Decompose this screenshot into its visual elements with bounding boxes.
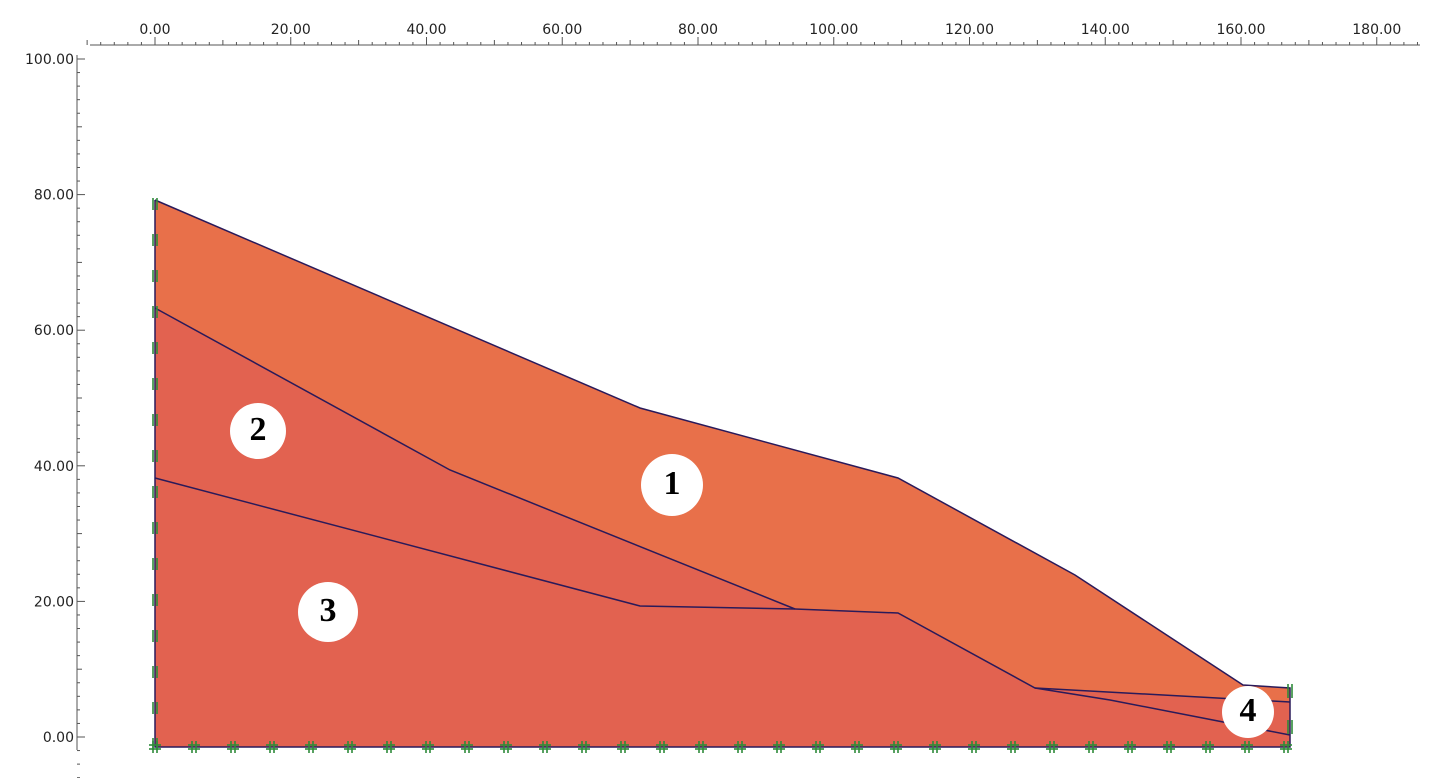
label-circle [641, 454, 703, 516]
y-tick-label: 20.00 [34, 594, 74, 610]
y-tick-label: 0.00 [43, 730, 74, 746]
label-circle [298, 582, 358, 642]
region-label: 4 [1240, 692, 1257, 729]
outer-boundary [154, 199, 1291, 748]
region-label: 2 [250, 411, 267, 448]
x-tick-label: 40.00 [406, 22, 446, 38]
x-tick-label: 0.00 [139, 22, 170, 38]
y-tick-label: 100.00 [25, 52, 74, 68]
fixities [149, 198, 1293, 753]
layer-boundary [154, 477, 1291, 736]
label-circle [1222, 686, 1274, 738]
x-tick-label: 120.00 [945, 22, 994, 38]
label-circle [230, 403, 286, 459]
region-1 [155, 200, 1290, 702]
x-tick-label: 80.00 [678, 22, 718, 38]
region-label: 3 [320, 592, 337, 629]
x-tick-label: 160.00 [1217, 22, 1266, 38]
region-label: 1 [664, 465, 681, 502]
axis-ticks [77, 37, 1418, 778]
x-tick-label: 100.00 [809, 22, 858, 38]
x-tick-label: 60.00 [542, 22, 582, 38]
y-tick-label: 40.00 [34, 459, 74, 475]
y-tick-label: 80.00 [34, 188, 74, 204]
x-tick-label: 180.00 [1352, 22, 1401, 38]
x-tick-label: 20.00 [271, 22, 311, 38]
region-labels: 2 1 3 4 [230, 403, 1274, 738]
layer-boundary [154, 307, 796, 610]
x-tick-label: 140.00 [1081, 22, 1130, 38]
y-tick-label: 60.00 [34, 323, 74, 339]
boundaries [154, 199, 1291, 748]
